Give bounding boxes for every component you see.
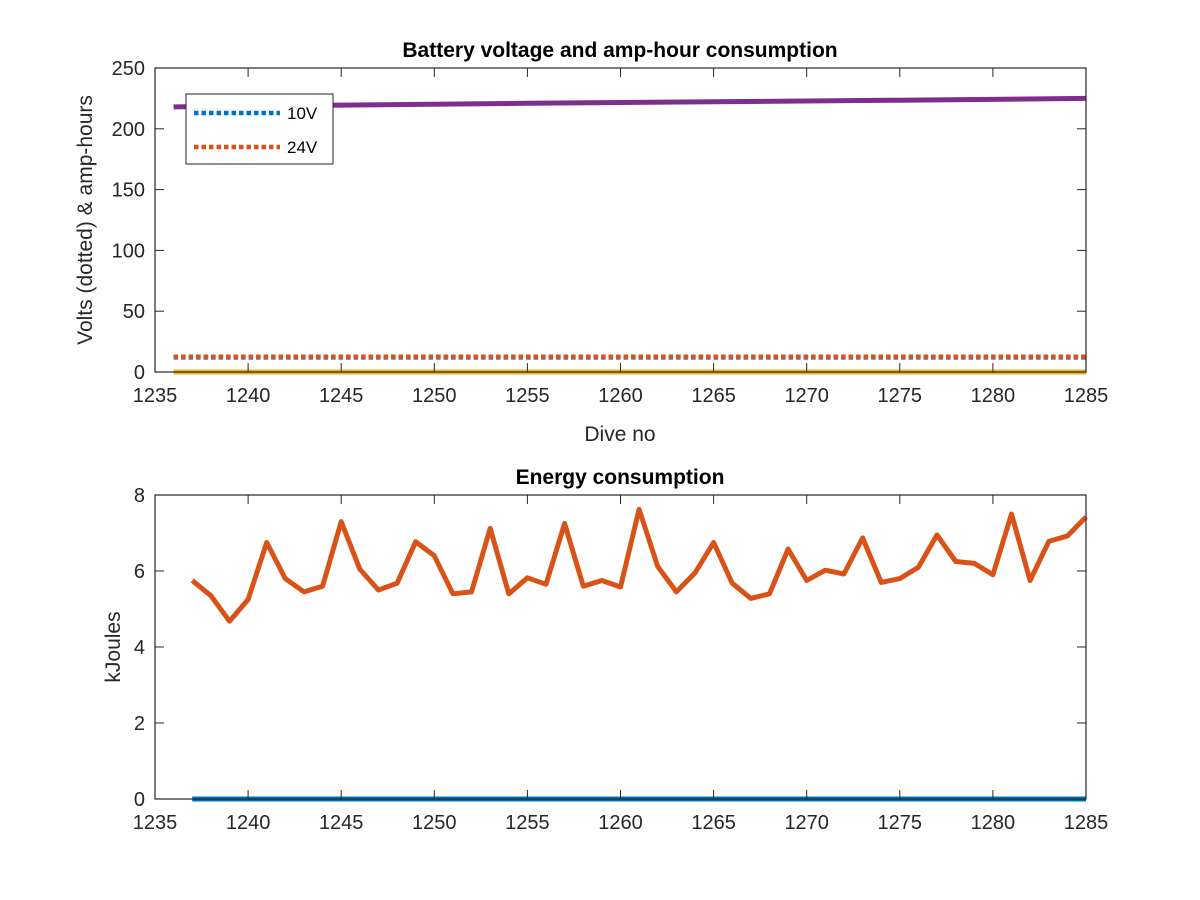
- energy-y-tick-label: 8: [134, 485, 145, 507]
- voltage-x-tick-label: 1270: [784, 385, 829, 407]
- voltage-y-tick-label: 250: [112, 58, 145, 80]
- energy-y-tick-label: 0: [134, 789, 145, 811]
- energy-chart-title: Energy consumption: [516, 466, 725, 489]
- voltage-x-axis-label: Dive no: [584, 423, 655, 446]
- energy-x-tick-label: 1265: [691, 812, 736, 834]
- legend-box: [185, 93, 334, 165]
- energy-x-tick-label: 1255: [505, 812, 550, 834]
- energy-y-tick-label: 2: [134, 713, 145, 735]
- voltage-y-axis-label: Volts (dotted) & amp-hours: [74, 95, 97, 345]
- voltage-ticks-group: 1235 1240 1245 1250 1255 1260 1265 1270 1275 1280…: [112, 58, 1109, 407]
- energy-plot-area: [155, 495, 1086, 799]
- voltage-y-tick-label: 0: [134, 362, 145, 384]
- energy-x-tick-label: 1245: [319, 812, 364, 834]
- voltage-chart-title: Battery voltage and amp-hour consumption: [402, 39, 837, 62]
- voltage-x-tick-label: 1245: [319, 385, 364, 407]
- energy-y-tick-label: 6: [134, 561, 145, 583]
- energy-panel: 1235 1240 1245 1250 1255 1260 1265 1270 1275 1280…: [102, 466, 1108, 834]
- energy-x-tick-label: 1275: [878, 812, 923, 834]
- voltage-x-tick-label: 1235: [133, 385, 178, 407]
- legend-label-10v: 10V: [287, 104, 318, 123]
- legend-label-24v: 24V: [287, 138, 318, 157]
- energy-axes-box: [154, 494, 1087, 800]
- voltage-y-tick-label: 150: [112, 180, 145, 202]
- voltage-axes-box: [154, 67, 1087, 373]
- voltage-y-tick-label: 100: [112, 240, 145, 262]
- voltage-y-tick-label: 50: [123, 301, 145, 323]
- energy-y-axis-label: kJoules: [102, 611, 125, 682]
- voltage-y-tick-label: 200: [112, 119, 145, 141]
- legend: 10V 24V: [185, 93, 334, 165]
- energy-y-tick-label: 4: [134, 637, 145, 659]
- energy-x-tick-label: 1280: [971, 812, 1016, 834]
- voltage-x-tick-label: 1285: [1064, 385, 1109, 407]
- energy-x-tick-label: 1240: [226, 812, 271, 834]
- voltage-x-tick-label: 1250: [412, 385, 457, 407]
- voltage-panel: 1235 1240 1245 1250 1255 1260 1265 1270 1275 1280…: [74, 39, 1108, 446]
- energy-x-tick-label: 1270: [784, 812, 829, 834]
- voltage-x-tick-label: 1240: [226, 385, 271, 407]
- voltage-x-tick-label: 1255: [505, 385, 550, 407]
- voltage-x-tick-label: 1280: [971, 385, 1016, 407]
- voltage-x-tick-label: 1275: [878, 385, 923, 407]
- energy-series-line-1: [190, 506, 1088, 624]
- voltage-x-tick-label: 1265: [691, 385, 736, 407]
- voltage-x-tick-label: 1260: [598, 385, 643, 407]
- energy-x-tick-label: 1260: [598, 812, 643, 834]
- energy-x-tick-label: 1235: [133, 812, 178, 834]
- energy-x-tick-label: 1250: [412, 812, 457, 834]
- energy-x-tick-label: 1285: [1064, 812, 1109, 834]
